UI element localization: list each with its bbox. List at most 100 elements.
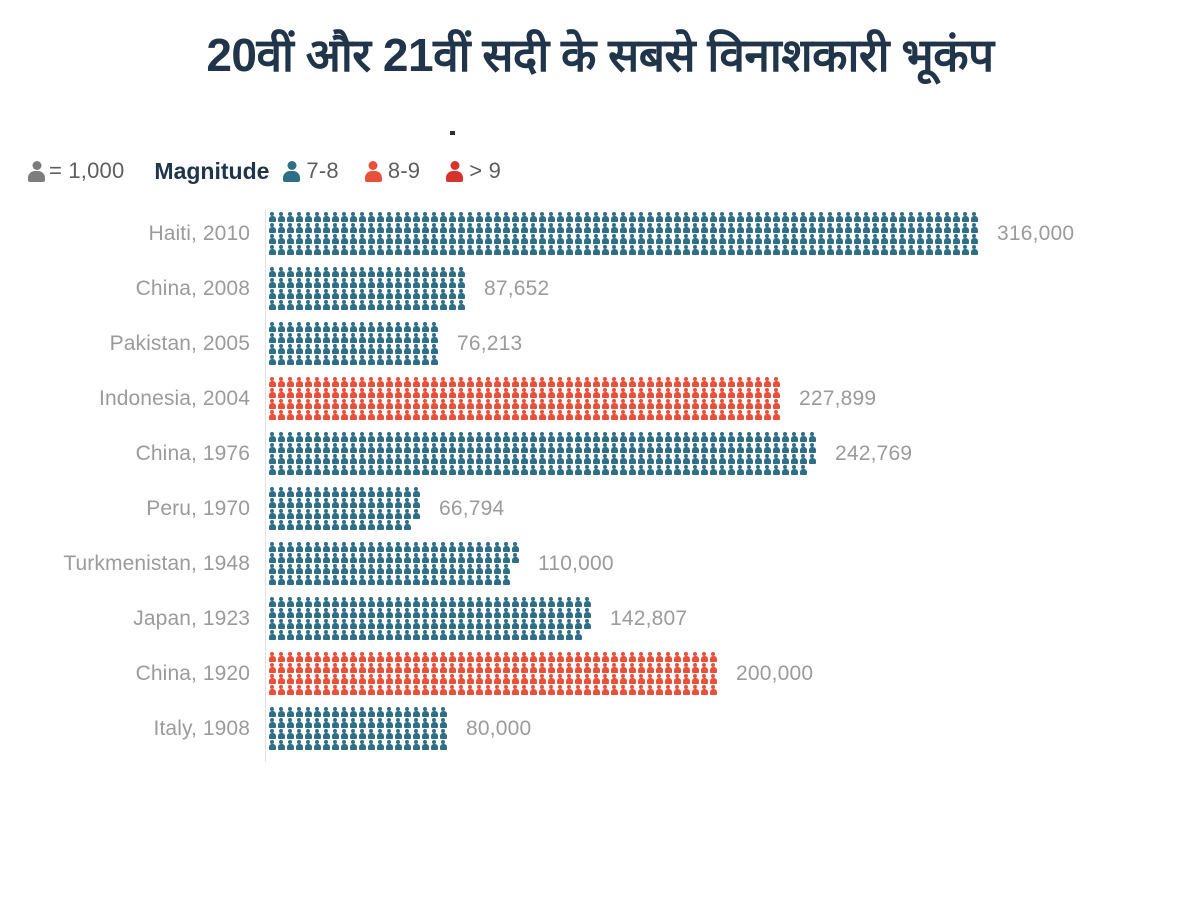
row-category-label: China, 2008: [0, 277, 250, 301]
person-icon: [781, 222, 789, 234]
person-icon: [277, 563, 285, 575]
person-icon: [313, 563, 321, 575]
person-icon: [430, 431, 438, 443]
legend-item-7-8[interactable]: 7-8: [283, 158, 339, 184]
person-icon: [439, 387, 447, 399]
person-icon: [637, 244, 645, 256]
person-icon: [322, 552, 330, 564]
person-icon: [610, 684, 618, 696]
person-icon: [340, 222, 348, 234]
row-pictogram: [268, 706, 448, 751]
person-icon: [313, 497, 321, 509]
person-icon: [700, 453, 708, 465]
person-icon: [430, 354, 438, 366]
person-icon: [403, 607, 411, 619]
person-icon: [520, 222, 528, 234]
person-icon: [637, 233, 645, 245]
person-icon: [340, 332, 348, 344]
person-icon: [457, 409, 465, 421]
person-icon: [520, 464, 528, 476]
person-icon: [790, 233, 798, 245]
person-icon: [286, 387, 294, 399]
person-icon: [439, 277, 447, 289]
person-icon: [412, 618, 420, 630]
person-icon: [439, 662, 447, 674]
person-icon: [619, 651, 627, 663]
person-icon: [304, 266, 312, 278]
person-icon: [313, 508, 321, 520]
person-icon: [349, 244, 357, 256]
person-icon: [583, 453, 591, 465]
person-icon: [565, 662, 573, 674]
person-icon: [412, 244, 420, 256]
person-icon: [394, 618, 402, 630]
person-icon: [592, 211, 600, 223]
person-icon: [646, 233, 654, 245]
person-icon: [385, 222, 393, 234]
person-icon: [295, 354, 303, 366]
person-icon: [358, 629, 366, 641]
person-icon: [268, 486, 276, 498]
person-icon: [565, 211, 573, 223]
person-icon: [331, 398, 339, 410]
person-icon: [439, 398, 447, 410]
person-icon: [376, 387, 384, 399]
person-icon: [475, 442, 483, 454]
person-icon: [277, 288, 285, 300]
person-icon: [466, 662, 474, 674]
person-icon: [574, 222, 582, 234]
person-icon: [394, 387, 402, 399]
person-icon: [268, 717, 276, 729]
person-icon: [718, 398, 726, 410]
person-icon: [367, 376, 375, 388]
legend-item-8-9[interactable]: 8-9: [364, 158, 420, 184]
person-icon: [547, 607, 555, 619]
person-icon: [718, 464, 726, 476]
person-icon: [961, 222, 969, 234]
person-icon: [376, 431, 384, 443]
person-icon: [727, 409, 735, 421]
person-icon: [493, 398, 501, 410]
person-icon: [529, 596, 537, 608]
person-icon: [340, 607, 348, 619]
person-icon: [826, 211, 834, 223]
person-icon: [457, 684, 465, 696]
person-icon: [574, 464, 582, 476]
person-icon: [808, 211, 816, 223]
chart-row: Italy, 1908 80,000: [0, 701, 1200, 756]
person-icon: [610, 431, 618, 443]
person-icon: [925, 244, 933, 256]
person-icon: [331, 651, 339, 663]
person-icon: [295, 497, 303, 509]
person-icon: [574, 431, 582, 443]
person-icon: [448, 651, 456, 663]
person-icon: [385, 618, 393, 630]
legend-item-gt-9[interactable]: > 9: [446, 158, 501, 184]
person-icon: [367, 299, 375, 311]
person-icon: [331, 717, 339, 729]
person-icon: [394, 398, 402, 410]
person-icon: [772, 442, 780, 454]
person-icon: [484, 596, 492, 608]
person-icon: [700, 464, 708, 476]
person-icon: [619, 222, 627, 234]
person-icon: [673, 409, 681, 421]
person-icon: [673, 684, 681, 696]
person-icon: [556, 662, 564, 674]
person-icon: [277, 376, 285, 388]
row-value-label: 80,000: [466, 717, 531, 741]
person-icon: [340, 409, 348, 421]
person-icon: [286, 552, 294, 564]
person-icon: [286, 244, 294, 256]
person-icon: [313, 354, 321, 366]
person-icon: [367, 662, 375, 674]
person-icon: [439, 651, 447, 663]
person-icon: [340, 673, 348, 685]
person-icon: [439, 541, 447, 553]
person-icon: [511, 673, 519, 685]
person-icon: [421, 541, 429, 553]
person-icon: [295, 618, 303, 630]
person-icon: [466, 607, 474, 619]
person-icon: [367, 552, 375, 564]
person-icon: [457, 607, 465, 619]
